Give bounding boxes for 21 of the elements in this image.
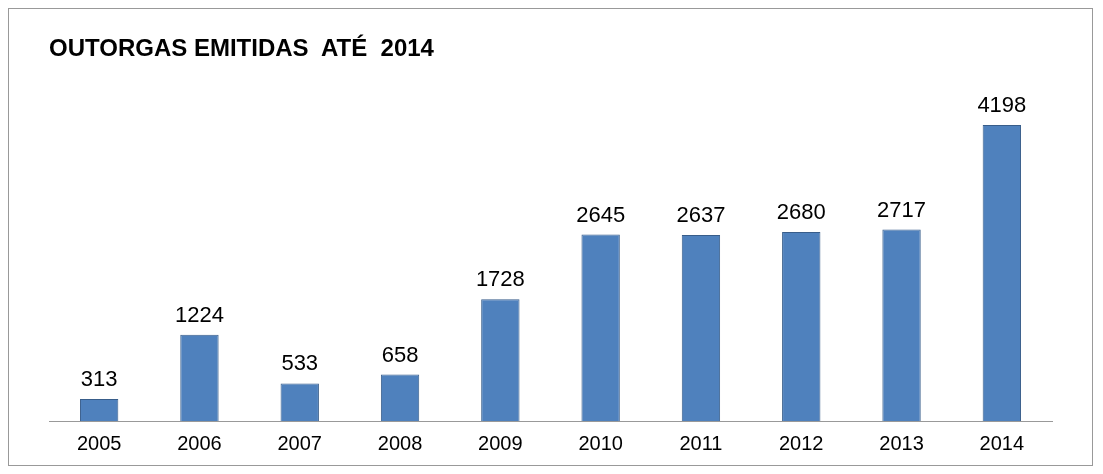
x-tick-label: 2010 [578, 431, 623, 454]
data-label: 2645 [576, 201, 626, 227]
x-tick-label: 2011 [679, 431, 723, 454]
data-label: 2680 [776, 199, 826, 225]
data-label: 4198 [977, 92, 1027, 118]
x-tick-label: 2006 [177, 431, 222, 454]
data-label: 1224 [174, 301, 224, 327]
x-tick-label: 2012 [779, 431, 824, 454]
data-label: 2637 [676, 202, 726, 228]
data-label: 533 [281, 350, 319, 376]
data-label: 658 [381, 341, 419, 367]
x-tick-label: 2008 [377, 431, 423, 454]
data-label: 313 [80, 366, 118, 391]
data-label: 1728 [475, 266, 525, 292]
chart-title: OUTORGAS EMITIDAS ATÉ 2014 [49, 34, 435, 62]
x-tick-label: 2005 [76, 431, 122, 454]
x-tick-label: 2009 [478, 431, 523, 454]
x-tick-label: 2007 [277, 431, 322, 454]
data-label: 2717 [877, 196, 927, 222]
x-tick-label: 2013 [879, 431, 924, 454]
x-tick-label: 2014 [979, 431, 1025, 454]
